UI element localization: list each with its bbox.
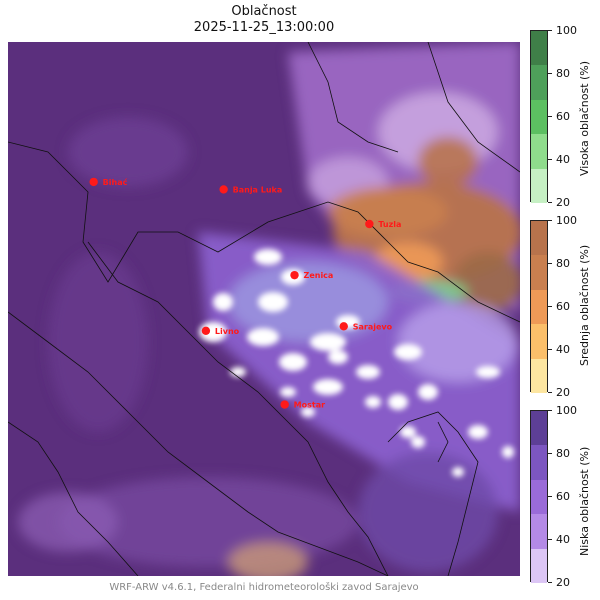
city-dot (201, 326, 211, 336)
colorbar-tick-label: 60 (556, 110, 570, 123)
cloud-cover-map: Bihać Banja Luka Tuzla Zenica Livno Sarajevo M… (8, 42, 520, 576)
colorbar-tickmark (548, 202, 552, 203)
colorbar-segment (531, 65, 547, 100)
footer-credit: WRF-ARW v4.6.1, Federalni hidrometeorolo… (109, 582, 419, 593)
colorbar-tick-label: 20 (556, 196, 570, 209)
colorbar-tick-label: 80 (556, 67, 570, 80)
colorbar-tick-label: 60 (556, 490, 570, 503)
colorbar-tickmark (548, 453, 552, 454)
colorbar-tickmark (548, 30, 552, 31)
colorbar-segment (531, 31, 547, 66)
colorbar-tickmark (548, 582, 552, 583)
city-dot (339, 322, 348, 331)
colorbar-tickmark (548, 306, 552, 307)
city-marker: Sarajevo (339, 322, 393, 331)
colorbar-segment (531, 324, 547, 359)
colorbar-title: Visoka oblačnost (%) (578, 60, 591, 176)
city-label: Sarajevo (353, 322, 393, 331)
colorbar-tickmark (548, 159, 552, 160)
city-label: Bihać (103, 177, 128, 187)
colorbar-segment (531, 479, 547, 515)
colorbar-segment (531, 445, 547, 480)
colorbar (530, 410, 548, 583)
low-cloud-white-patches (199, 249, 514, 477)
borders (8, 42, 520, 576)
colorbar-tick-label: 60 (556, 300, 570, 313)
colorbar-tick-label: 40 (556, 343, 570, 356)
colorbar-segment (531, 255, 547, 290)
colorbar (530, 220, 548, 393)
colorbar-tick-label: 20 (556, 576, 570, 589)
colorbar-segment (531, 548, 547, 583)
colorbar-tickmark (548, 539, 552, 540)
colorbar-segment (531, 221, 547, 256)
colorbar-title: Srednja oblačnost (%) (578, 244, 591, 366)
colorbar-tickmark (548, 349, 552, 350)
city-marker: Banja Luka (219, 185, 282, 194)
colorbar-segment (531, 358, 547, 393)
city-marker: Livno (201, 326, 240, 336)
colorbar-tickmark (548, 263, 552, 264)
city-marker: Bihać (89, 177, 128, 187)
colorbar-segment (531, 411, 547, 446)
city-dot (89, 177, 98, 187)
colorbar-tickmark (548, 73, 552, 74)
colorbar-tick-label: 20 (556, 386, 570, 399)
colorbar-segment (531, 289, 547, 325)
city-dot (365, 219, 374, 229)
city-dot (219, 185, 228, 194)
colorbar-tick-label: 100 (556, 404, 577, 417)
colorbar-tick-label: 80 (556, 257, 570, 270)
colorbar-tickmark (548, 410, 552, 411)
city-label: Livno (215, 327, 240, 336)
colorbar-tick-label: 80 (556, 447, 570, 460)
map-subtitle: 2025-11-25_13:00:00 (193, 20, 335, 35)
map-title: Oblačnost (231, 4, 297, 19)
colorbar-segment (531, 99, 547, 135)
city-marker: Mostar (280, 400, 325, 410)
colorbar-segment (531, 134, 547, 169)
city-dot (290, 270, 299, 280)
colorbar-tick-label: 40 (556, 533, 570, 546)
city-label: Zenica (304, 271, 334, 280)
colorbar-segment (531, 168, 547, 203)
colorbar-tickmark (548, 220, 552, 221)
colorbar-tick-label: 100 (556, 24, 577, 37)
city-dot (280, 400, 289, 409)
colorbar (530, 30, 548, 203)
city-label: Mostar (294, 401, 325, 410)
colorbar-title: Niska oblačnost (%) (578, 446, 591, 556)
colorbar-tick-label: 100 (556, 214, 577, 227)
city-label: Tuzla (378, 220, 401, 229)
colorbar-tick-label: 40 (556, 153, 570, 166)
city-marker: Tuzla (365, 219, 401, 229)
colorbar-tickmark (548, 392, 552, 393)
colorbar-tickmark (548, 116, 552, 117)
city-layer: Bihać Banja Luka Tuzla Zenica Livno Sarajevo M… (89, 177, 401, 410)
city-marker: Zenica (290, 270, 334, 280)
colorbar-segment (531, 514, 547, 549)
colorbar-tickmark (548, 496, 552, 497)
city-label: Banja Luka (233, 185, 283, 194)
